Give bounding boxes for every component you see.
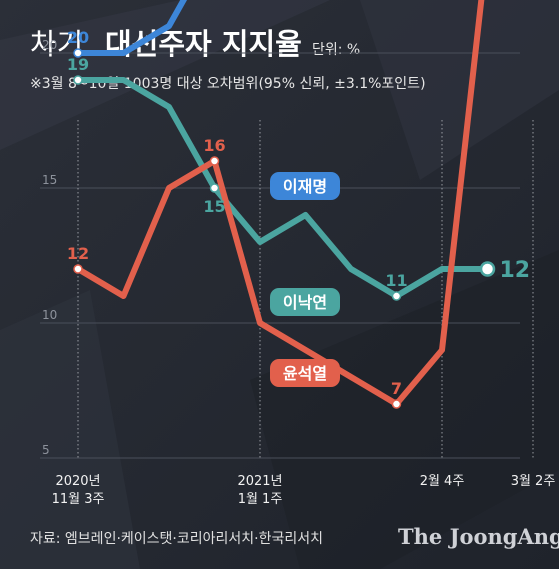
- source-note: 자료: 엠브레인·케이스탯·코리아리서치·한국리서치: [30, 531, 323, 547]
- series-name-box-0: [270, 172, 340, 200]
- series-name-1: 이낙연: [283, 293, 327, 312]
- x-tick-10-0: 3월 2주: [511, 474, 556, 489]
- series-name-2: 윤석열: [283, 364, 327, 383]
- x-axis-labels: 2020년 11월 3주 2021년 1월 1주 2월 4주 3월 2주: [52, 474, 556, 507]
- marker-2-7: [391, 399, 402, 409]
- x-tick-4-0: 2021년: [237, 474, 282, 489]
- series-line-0: [75, 0, 188, 56]
- x-tick-0-0: 2020년: [55, 474, 100, 489]
- series-name-0: 이재명: [283, 177, 327, 196]
- data-label-2-7: 7: [391, 379, 402, 398]
- y-tick-20: 20: [42, 38, 57, 52]
- x-tick-0-1: 11월 3주: [52, 492, 105, 507]
- marker-0-0: [73, 48, 83, 58]
- data-label-2-0: 12: [67, 244, 89, 263]
- marker-1-7: [391, 291, 402, 301]
- marker-2-3: [209, 156, 220, 166]
- x-tick-8-0: 2월 4주: [420, 474, 465, 489]
- y-tick-10: 10: [42, 308, 57, 322]
- gridlines: [40, 52, 520, 459]
- data-label-1-3: 15: [203, 197, 225, 216]
- y-axis-ticks: 510152025: [42, 38, 57, 457]
- marker-1-3: [209, 183, 220, 193]
- data-label-1-0: 19: [67, 55, 89, 74]
- data-labels: 20242825191511121216724: [67, 28, 531, 398]
- x-tick-4-1: 1월 1주: [238, 492, 283, 507]
- series-line-1: [75, 77, 491, 299]
- marker-2-0: [73, 264, 83, 274]
- y-tick-5: 5: [42, 443, 50, 457]
- publisher-logo: The JoongAng: [398, 524, 559, 549]
- data-label-1-9: 12: [500, 258, 531, 283]
- marker-1-9: [479, 261, 496, 277]
- data-label-0-0: 20: [67, 28, 89, 47]
- marker-1-0: [73, 75, 83, 85]
- unit-label: 단위: %: [312, 42, 360, 58]
- series-lines: [75, 0, 491, 407]
- series-name-box-1: [270, 288, 340, 316]
- x-axis-guides: [77, 120, 534, 458]
- y-tick-15: 15: [42, 173, 57, 187]
- series-markers: [73, 48, 496, 409]
- series-name-box-2: [270, 359, 340, 387]
- data-label-2-3: 16: [203, 136, 225, 155]
- series-line-2: [75, 0, 485, 407]
- data-label-1-7: 11: [385, 271, 407, 290]
